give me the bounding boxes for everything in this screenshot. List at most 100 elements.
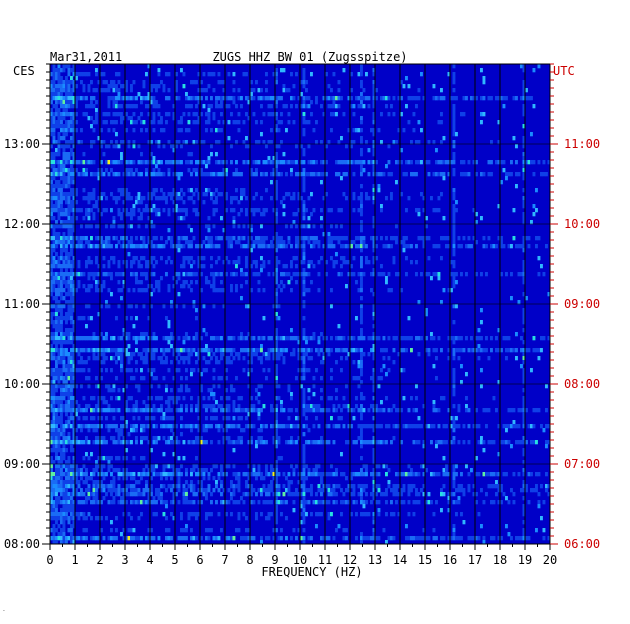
spectrogram-row bbox=[52, 376, 526, 381]
left-tick-label: 12:00 bbox=[4, 217, 40, 231]
spectrogram-row bbox=[50, 224, 456, 229]
spectrogram-row bbox=[50, 380, 526, 385]
x-tick-label: 6 bbox=[196, 553, 203, 567]
x-tick-label: 0 bbox=[46, 553, 53, 567]
spectrogram-row bbox=[50, 120, 501, 125]
frequency-axis: 0 1 2 3 4 5 6 7 8 9 10 11 12 13 14 15 16 17 18 19 20 bbox=[46, 544, 557, 567]
x-tick-label: 7 bbox=[221, 553, 228, 567]
footer-mark: · bbox=[3, 608, 5, 615]
spectrogram-row bbox=[55, 360, 526, 365]
x-tick-label: 12 bbox=[343, 553, 357, 567]
spectrogram-row bbox=[50, 356, 541, 361]
spectrogram-row bbox=[50, 304, 458, 309]
spectrogram-row bbox=[52, 168, 526, 173]
left-axis-label: CES bbox=[13, 64, 35, 78]
spectrogram-row bbox=[50, 100, 376, 105]
spectrogram-row bbox=[50, 424, 551, 429]
spectrogram-row bbox=[50, 464, 468, 469]
spectrogram-row bbox=[50, 152, 526, 157]
spectrogram-row bbox=[50, 160, 551, 165]
spectrogram-row bbox=[50, 484, 551, 489]
spectrogram-row bbox=[50, 408, 548, 413]
spectrogram-row bbox=[50, 384, 548, 389]
spectrogram-row bbox=[50, 292, 551, 297]
x-tick-label: 5 bbox=[171, 553, 178, 567]
spectrogram-row bbox=[50, 496, 526, 501]
left-time-axis: 13:00 12:00 11:00 10:00 09:00 08:00 bbox=[4, 63, 50, 551]
spectrogram-row bbox=[50, 176, 526, 181]
right-tick-label: 08:00 bbox=[564, 377, 600, 391]
spectrogram-row bbox=[50, 420, 526, 425]
spectrogram-row bbox=[50, 180, 503, 185]
spectrogram-row bbox=[52, 324, 376, 329]
spectrogram-row bbox=[52, 64, 541, 69]
spectrogram-row bbox=[50, 216, 526, 221]
spectrogram-row bbox=[52, 136, 526, 141]
spectrogram-row bbox=[52, 240, 526, 245]
right-tick-label: 07:00 bbox=[564, 457, 600, 471]
spectrogram-row bbox=[50, 456, 478, 461]
x-tick-label: 9 bbox=[271, 553, 278, 567]
spectrogram-row bbox=[50, 272, 546, 277]
date-label: Mar31,2011 bbox=[50, 50, 122, 64]
spectrogram-row bbox=[50, 96, 533, 101]
spectrogram-row bbox=[50, 468, 526, 473]
left-tick-label: 09:00 bbox=[4, 457, 40, 471]
spectrogram-row bbox=[50, 116, 456, 121]
right-tick-label: 09:00 bbox=[564, 297, 600, 311]
spectrogram-row bbox=[50, 508, 526, 513]
spectrogram-row bbox=[52, 140, 526, 145]
spectrogram-row bbox=[52, 540, 486, 545]
spectrogram-row bbox=[50, 264, 543, 269]
spectrogram-row bbox=[50, 276, 526, 281]
spectrogram-row bbox=[50, 204, 536, 209]
spectrogram-row bbox=[55, 308, 526, 313]
right-tick-label: 11:00 bbox=[564, 137, 600, 151]
spectrogram-row bbox=[50, 492, 551, 497]
right-time-axis: 11:00 10:00 09:00 08:00 07:00 06:00 bbox=[550, 63, 600, 551]
spectrogram-row bbox=[50, 80, 526, 85]
spectrogram-row bbox=[50, 288, 453, 293]
x-tick-label: 11 bbox=[318, 553, 332, 567]
x-tick-label: 4 bbox=[146, 553, 153, 567]
spectrogram-row bbox=[50, 312, 526, 317]
spectrogram-row bbox=[50, 192, 456, 197]
x-tick-label: 1 bbox=[71, 553, 78, 567]
spectrogram-row bbox=[52, 416, 526, 421]
spectrogram-row bbox=[50, 436, 526, 441]
spectrogram-row bbox=[50, 476, 456, 481]
frequency-gridlines bbox=[49, 63, 551, 545]
spectrogram-row bbox=[55, 220, 533, 225]
x-tick-label: 2 bbox=[96, 553, 103, 567]
left-tick-label: 08:00 bbox=[4, 537, 40, 551]
x-tick-label: 18 bbox=[493, 553, 507, 567]
spectrogram-row bbox=[50, 372, 526, 377]
spectrogram-row bbox=[50, 108, 526, 113]
spectrogram-row bbox=[50, 488, 548, 493]
spectrogram-row bbox=[50, 500, 546, 505]
spectrogram-row bbox=[50, 432, 363, 437]
spectrogram-row bbox=[50, 280, 526, 285]
spectrogram-row bbox=[55, 364, 523, 369]
spectrogram-row bbox=[50, 516, 543, 521]
spectrogram-row bbox=[50, 260, 526, 265]
left-tick-label: 11:00 bbox=[4, 297, 40, 311]
spectrogram-row bbox=[52, 524, 508, 529]
spectrogram-row bbox=[52, 412, 526, 417]
spectrogram-row bbox=[50, 208, 538, 213]
spectrogram-row bbox=[50, 460, 526, 465]
x-tick-label: 3 bbox=[121, 553, 128, 567]
spectrogram-row bbox=[50, 320, 526, 325]
spectrogram-row bbox=[52, 104, 536, 109]
spectrogram-row bbox=[52, 444, 548, 449]
spectrogram-row bbox=[50, 400, 526, 405]
spectrogram-row bbox=[52, 228, 456, 233]
spectrogram-row bbox=[50, 512, 526, 517]
x-tick-label: 13 bbox=[368, 553, 382, 567]
x-tick-label: 10 bbox=[293, 553, 307, 567]
left-tick-label: 13:00 bbox=[4, 137, 40, 151]
spectrogram-row bbox=[50, 316, 526, 321]
spectrogram-row bbox=[50, 344, 481, 349]
spectrogram-row bbox=[50, 244, 548, 249]
